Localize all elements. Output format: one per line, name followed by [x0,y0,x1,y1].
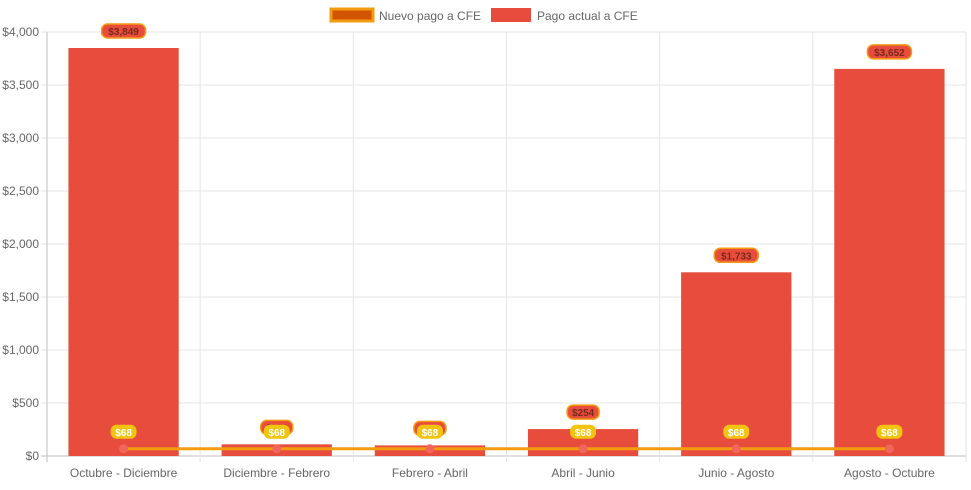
line-data-label: $68 [115,428,132,439]
line-point[interactable] [425,444,435,454]
x-tick-label: Abril - Junio [551,466,615,480]
bar-data-label: $254 [572,408,595,419]
line-point[interactable] [272,444,282,454]
bar-data-label: $3,849 [108,27,139,38]
line-point[interactable] [731,444,741,454]
y-tick-label: $1,000 [2,343,39,357]
line-point[interactable] [884,444,894,454]
y-tick-label: $2,500 [2,184,39,198]
y-tick-label: $3,000 [2,131,39,145]
x-tick-label: Octubre - Diciembre [70,466,178,480]
y-tick-label: $2,000 [2,237,39,251]
line-data-label: $68 [575,428,592,439]
x-tick-label: Diciembre - Febrero [223,466,330,480]
legend-swatch-line[interactable] [329,7,375,23]
legend-label-line[interactable]: Nuevo pago a CFE [379,9,481,23]
y-tick-label: $500 [12,396,39,410]
bar-data-label-bg [566,404,600,420]
y-tick-label: $0 [26,449,40,463]
bar-data-label-bg [866,44,913,60]
line-data-label-bg [263,424,290,439]
x-tick-label: Junio - Agosto [698,466,774,480]
bar-data-label-bg [713,247,759,264]
line-point[interactable] [578,444,588,454]
line-data-label-bg [416,424,443,439]
bar-data-label: $1,733 [721,251,752,262]
y-tick-label: $3,500 [2,78,39,92]
bar-data-label-bg [100,23,147,39]
bar[interactable] [68,48,179,456]
line-data-label-bg [110,424,137,439]
line-data-label-bg [723,424,750,439]
y-tick-label: $1,500 [2,290,39,304]
legend-label-bar[interactable]: Pago actual a CFE [537,9,638,23]
line-data-label: $68 [422,428,439,439]
x-tick-label: Febrero - Abril [392,466,468,480]
line-data-label-bg [570,424,597,439]
line-data-label: $68 [881,428,898,439]
line-point[interactable] [119,444,129,454]
x-tick-label: Agosto - Octubre [844,466,935,480]
line-data-label: $68 [728,428,745,439]
bar[interactable] [834,68,945,456]
y-tick-label: $4,000 [2,25,39,39]
line-data-label: $68 [268,428,285,439]
line-data-label-bg [876,424,903,439]
bar-data-label: $3,652 [874,48,905,59]
legend-swatch-bar[interactable] [491,8,531,22]
